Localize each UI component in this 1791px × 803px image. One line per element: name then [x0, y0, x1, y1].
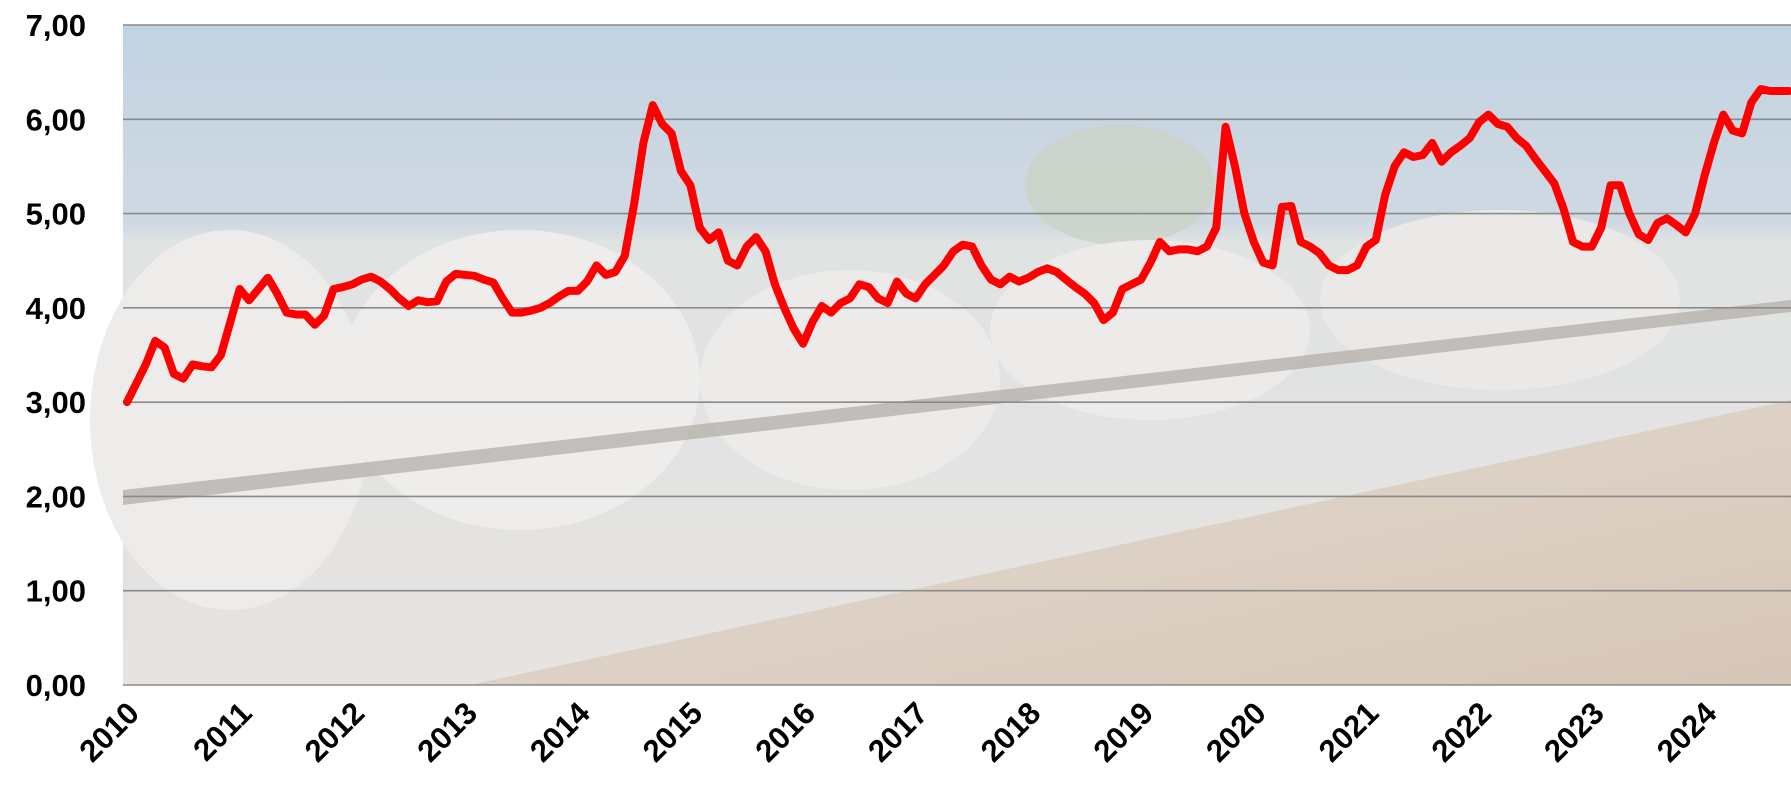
y-tick-label: 7,00 [26, 8, 86, 43]
y-tick-label: 3,00 [26, 385, 86, 420]
y-tick-label: 2,00 [26, 479, 86, 514]
y-tick-label: 4,00 [26, 291, 86, 326]
x-tick-label: 2020 [1199, 695, 1273, 769]
grid [123, 24, 1791, 686]
x-tick-label: 2014 [523, 695, 597, 769]
x-tick-label: 2010 [72, 695, 146, 769]
x-tick-label: 2023 [1537, 695, 1611, 769]
x-tick-label: 2019 [1087, 695, 1161, 769]
x-tick-label: 2015 [636, 695, 710, 769]
x-tick-label: 2021 [1312, 695, 1386, 769]
y-tick-label: 6,00 [26, 102, 86, 137]
x-tick-label: 2011 [186, 695, 258, 767]
x-tick-label: 2013 [410, 695, 484, 769]
x-tick-label: 2016 [749, 695, 823, 769]
background-photo [90, 25, 1791, 685]
x-tick-label: 2018 [974, 695, 1048, 769]
x-tick-label: 2022 [1425, 695, 1499, 769]
y-tick-label: 0,00 [26, 668, 86, 703]
x-tick-label: 2024 [1650, 695, 1724, 769]
series [123, 85, 1791, 407]
y-tick-label: 5,00 [26, 197, 86, 232]
x-tick-label: 2012 [298, 695, 372, 769]
line [123, 85, 1791, 407]
x-tick-label: 2017 [861, 695, 935, 769]
y-tick-label: 1,00 [26, 574, 86, 609]
